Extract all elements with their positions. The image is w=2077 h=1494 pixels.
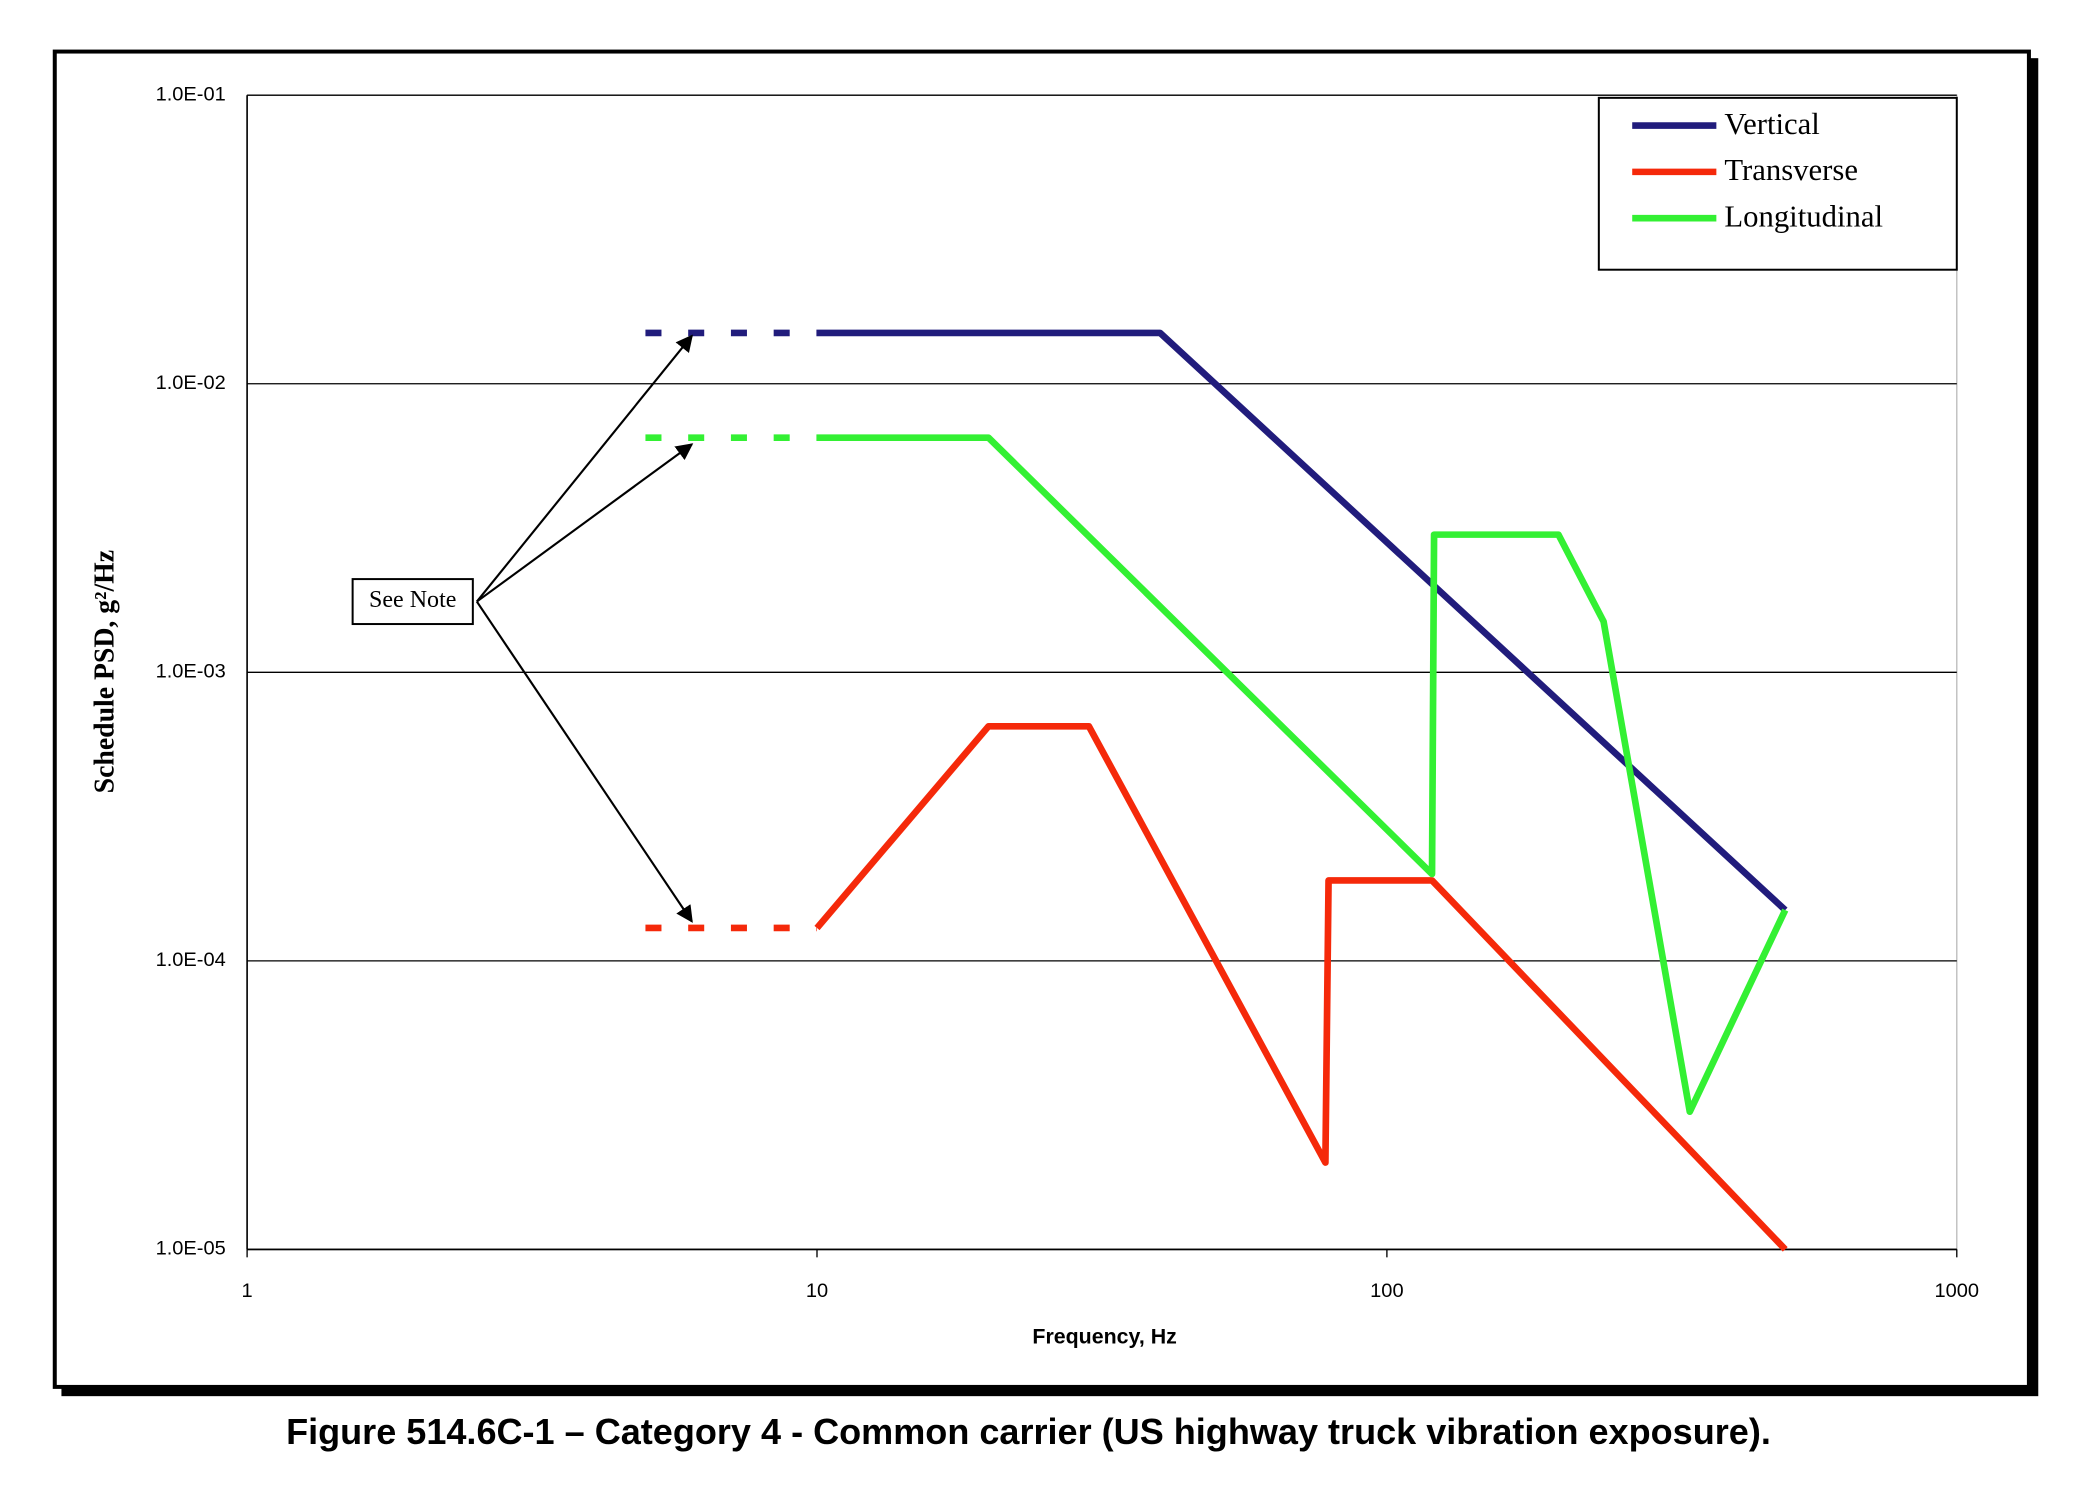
- y-tick-label: 1.0E-02: [156, 372, 226, 394]
- arrow: [475, 600, 693, 923]
- y-tick-label: 1.0E-05: [156, 1238, 226, 1260]
- legend-label: Vertical: [1724, 107, 1819, 141]
- legend-label: Longitudinal: [1724, 200, 1883, 234]
- x-tick-label: 1: [242, 1280, 253, 1302]
- caption: Figure 514.6C-1 – Category 4 - Common ca…: [286, 1412, 1771, 1452]
- arrow: [476, 334, 693, 603]
- note-text: See Note: [369, 587, 456, 613]
- legend-label: Transverse: [1724, 153, 1858, 187]
- arrow: [476, 443, 694, 603]
- y-tick-label: 1.0E-03: [156, 661, 226, 683]
- y-axis-label: Schedule PSD, g²/Hz: [89, 550, 120, 793]
- series-line: [816, 329, 1788, 913]
- x-tick-label: 10: [806, 1280, 828, 1302]
- x-tick-label: 1000: [1935, 1280, 1980, 1302]
- series-line: [816, 434, 1789, 1116]
- y-tick-label: 1.0E-04: [156, 949, 226, 971]
- plot: 1.0E-01 1.0E-02 1.0E-03 1.0E-04 1.0E-05 1 10 10…: [156, 84, 1979, 1302]
- series-line: [814, 722, 1788, 1252]
- x-tick-label: 100: [1370, 1280, 1403, 1302]
- x-axis-label: Frequency, Hz: [1032, 1325, 1176, 1349]
- note-box: [351, 578, 474, 626]
- y-tick-label: 1.0E-01: [156, 84, 226, 106]
- note-arrows: [475, 334, 694, 923]
